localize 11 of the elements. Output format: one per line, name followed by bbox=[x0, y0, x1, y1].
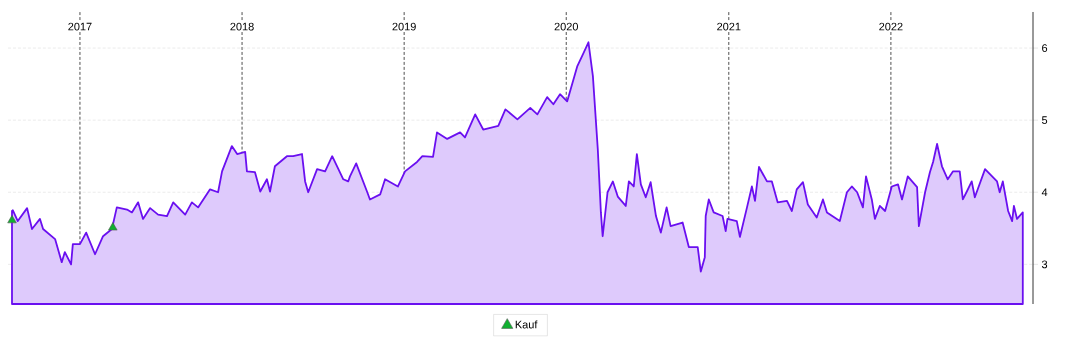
x-tick-label: 2021 bbox=[717, 22, 741, 31]
y-tick-label: 4 bbox=[1041, 188, 1048, 197]
y-tick-label: 5 bbox=[1041, 116, 1048, 124]
x-tick-label: 2022 bbox=[879, 22, 903, 31]
x-tick-label: 2017 bbox=[68, 22, 92, 31]
x-tick-label: 2020 bbox=[554, 22, 578, 31]
y-tick-label: 3 bbox=[1041, 260, 1048, 269]
x-tick-label: 2019 bbox=[392, 22, 416, 31]
x-tick-label: 2018 bbox=[230, 22, 254, 31]
legend-label: Kauf bbox=[515, 320, 538, 329]
y-tick-label: 6 bbox=[1042, 44, 1048, 52]
